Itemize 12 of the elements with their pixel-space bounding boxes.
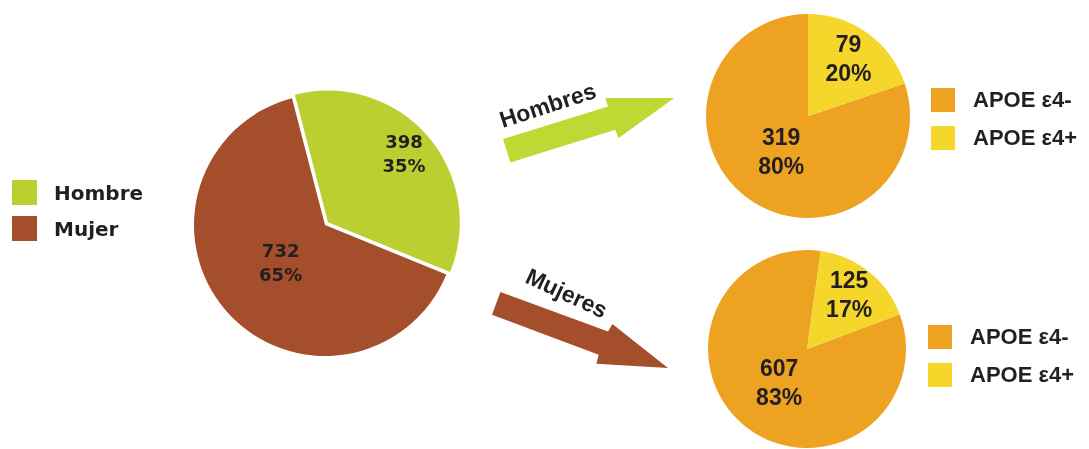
data-label: 125 17% bbox=[826, 267, 873, 323]
data-label: 319 80% bbox=[758, 124, 805, 180]
legend-label: APOE ε4+ bbox=[973, 124, 1077, 151]
data-label: 732 65% bbox=[259, 239, 303, 285]
legend-label: Mujer bbox=[54, 216, 119, 241]
data-label: 398 35% bbox=[382, 131, 426, 177]
data-label: 79 20% bbox=[825, 30, 872, 86]
legend-label: APOE ε4- bbox=[973, 86, 1072, 113]
legend-label: Hombre bbox=[54, 180, 144, 205]
data-label: 607 83% bbox=[756, 354, 803, 410]
legend-label: APOE ε4- bbox=[970, 324, 1069, 350]
legend-label: APOE ε4+ bbox=[970, 362, 1074, 388]
